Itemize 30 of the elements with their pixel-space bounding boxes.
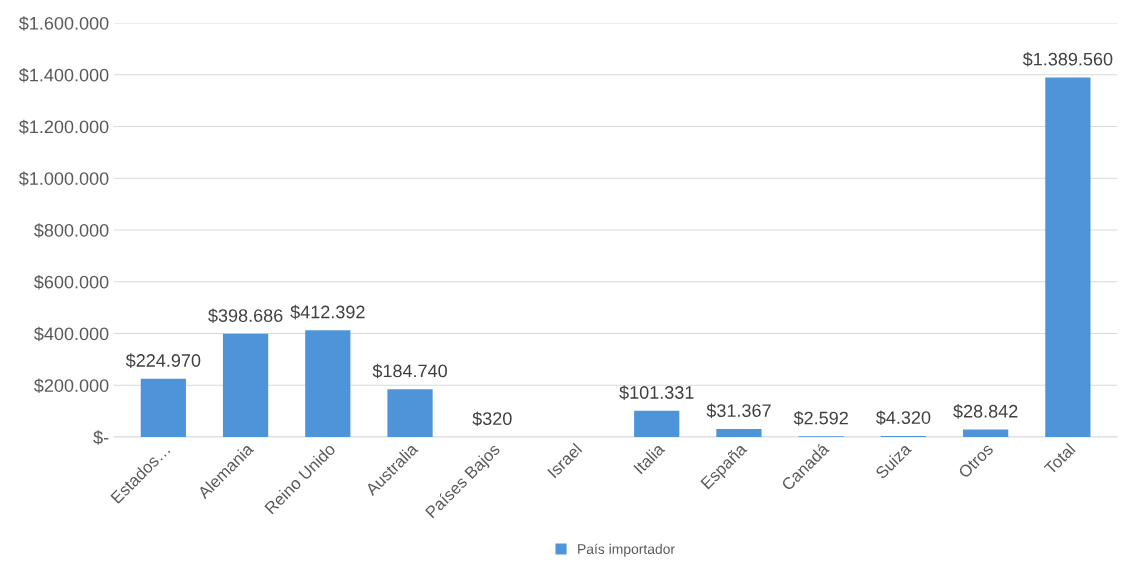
y-tick-label: $400.000	[34, 326, 109, 342]
data-label: $2.592	[793, 410, 848, 426]
bar	[387, 389, 433, 437]
data-label: $184.740	[372, 363, 447, 379]
data-label: $412.392	[290, 304, 365, 320]
bar	[305, 330, 351, 437]
legend-label: País importador	[578, 543, 675, 557]
bar	[222, 333, 269, 437]
data-label: $28.842	[953, 404, 1018, 419]
data-label: $4.320	[875, 410, 931, 426]
data-label: $1.389.560	[1022, 52, 1113, 67]
data-label: $224.970	[125, 353, 201, 368]
y-tick-label: $800.000	[34, 223, 109, 238]
y-tick-label: $-	[93, 430, 109, 445]
data-label: $320	[472, 411, 512, 427]
y-tick-label: $1.400.000	[18, 67, 109, 83]
data-label: $31.367	[706, 403, 771, 419]
bar	[634, 410, 680, 437]
y-tick-label: $1.200.000	[18, 119, 109, 135]
bar	[963, 429, 1009, 437]
y-tick-label: $1.600.000	[18, 16, 109, 31]
bar	[140, 378, 186, 437]
bar	[1045, 77, 1091, 437]
y-tick-label: $1.000.000	[18, 171, 109, 187]
data-label: $398.686	[208, 308, 283, 324]
y-tick-label: $600.000	[34, 274, 109, 290]
data-label: $101.331	[619, 385, 694, 400]
y-tick-label: $200.000	[34, 378, 109, 394]
bar	[716, 428, 762, 437]
x-tick-label: Italia	[632, 441, 666, 475]
